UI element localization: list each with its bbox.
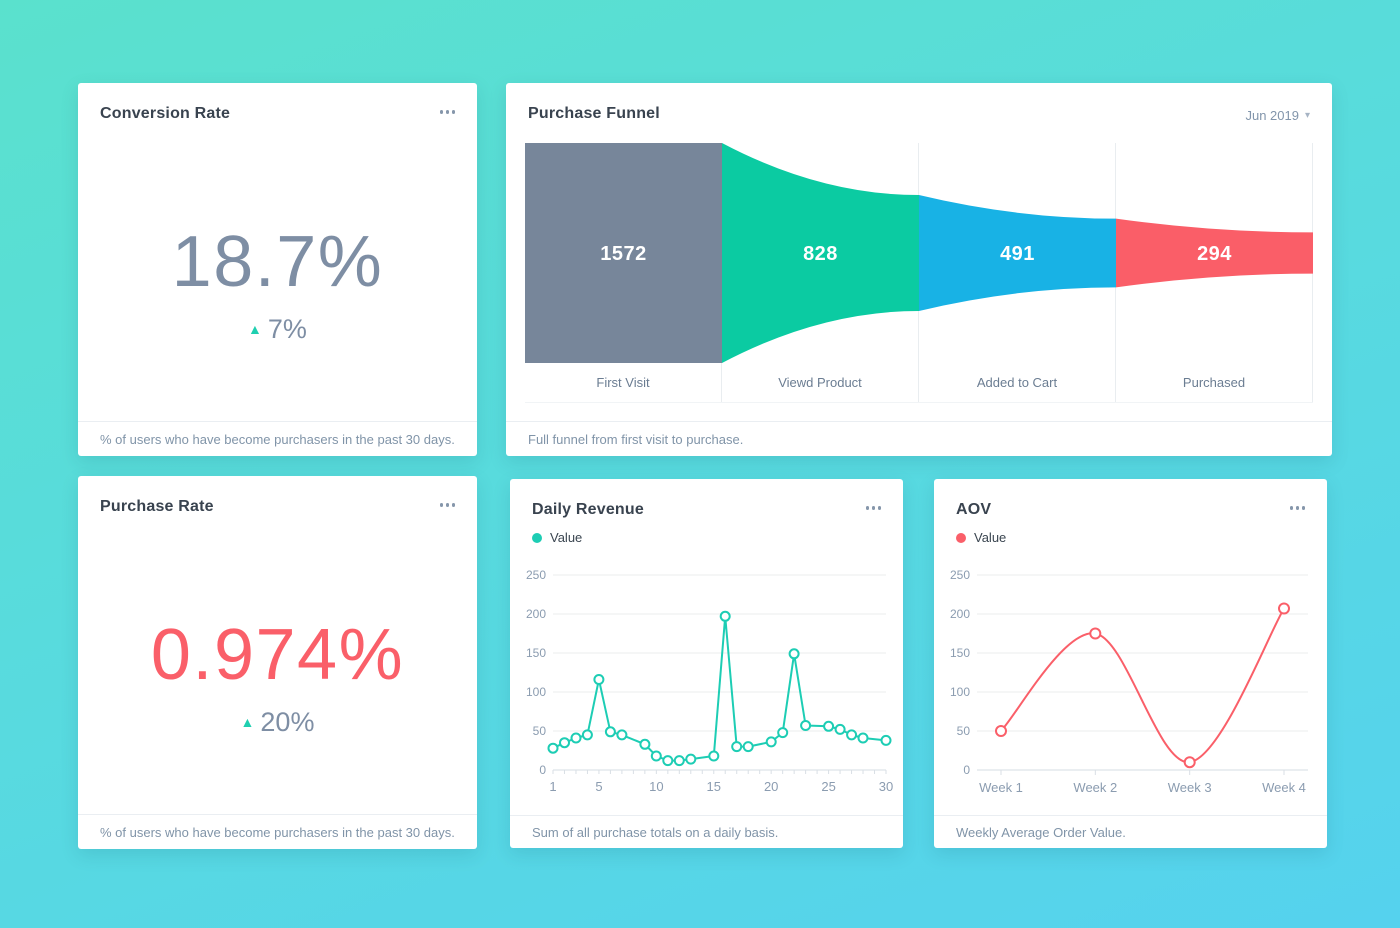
kpi-block: 0.974% ▲ 20% [78,476,477,814]
card-header: Purchase Rate [78,476,477,516]
more-options-icon[interactable] [865,501,881,510]
legend: Value [956,530,1006,545]
svg-text:250: 250 [526,568,546,582]
card-title: Conversion Rate [100,105,231,122]
period-selector[interactable]: Jun 2019 ▾ [1245,105,1310,123]
kpi-delta: ▲ 20% [241,707,315,738]
card-header: Purchase Funnel Jun 2019 ▾ [506,83,1332,123]
kpi-value: 0.974% [150,614,405,695]
daily-revenue-card: Daily Revenue Value 0 50 100 150 200 250 1 5 10 1… [510,479,903,848]
funnel-stage-value: 1572 [600,243,647,265]
kpi-delta: ▲ 7% [248,314,307,345]
card-title: Daily Revenue [532,501,644,518]
svg-text:150: 150 [950,646,970,660]
chevron-down-icon: ▾ [1304,110,1310,121]
svg-text:25: 25 [821,779,835,794]
svg-text:100: 100 [950,685,970,699]
card-title: Purchase Rate [100,498,214,515]
kpi-block: 18.7% ▲ 7% [78,83,477,421]
svg-text:20: 20 [764,779,778,794]
up-arrow-icon: ▲ [248,321,262,337]
card-footer-note: % of users who have become purchasers in… [78,814,477,849]
purchase-rate-card: Purchase Rate 0.974% ▲ 20% % of users wh… [78,476,477,849]
funnel-stage-value: 294 [1197,243,1232,265]
purchase-funnel-card: Purchase Funnel Jun 2019 ▾ 1572 828 491 294… [506,83,1332,456]
svg-text:30: 30 [879,779,893,794]
kpi-delta-value: 20% [260,706,315,737]
card-title: AOV [956,501,992,518]
funnel-stage-labels: First Visit Viewd Product Added to Cart Pur… [525,363,1313,403]
svg-text:50: 50 [957,724,971,738]
svg-text:250: 250 [950,568,970,582]
card-header: Conversion Rate [78,83,477,123]
aov-card: AOV Value 0 50 100 150 200 250 Week 1 Week 2 Wee… [934,479,1327,848]
card-footer-note: Sum of all purchase totals on a daily ba… [510,815,903,848]
funnel-chart: 1572 828 491 294 [525,143,1313,363]
funnel-stage-label: First Visit [525,363,722,402]
funnel-stage-label: Viewd Product [722,363,919,402]
funnel-stage-label: Added to Cart [919,363,1116,402]
more-options-icon[interactable] [439,498,455,507]
svg-text:15: 15 [707,779,721,794]
svg-text:0: 0 [539,763,546,777]
legend-label: Value [974,530,1007,545]
more-options-icon[interactable] [439,105,455,114]
svg-text:150: 150 [526,646,546,660]
svg-text:200: 200 [950,607,970,621]
svg-text:10: 10 [649,779,663,794]
svg-text:Week 3: Week 3 [1168,780,1212,795]
card-footer-note: % of users who have become purchasers in… [78,421,477,456]
period-label: Jun 2019 [1245,108,1299,123]
svg-text:200: 200 [526,607,546,621]
legend-dot-icon [532,532,542,543]
card-footer-note: Full funnel from first visit to purchase… [506,421,1332,456]
svg-text:100: 100 [526,685,546,699]
svg-text:Week 2: Week 2 [1073,780,1117,795]
legend-label: Value [550,530,583,545]
kpi-delta-value: 7% [267,313,307,344]
svg-text:Week 4: Week 4 [1262,780,1306,795]
card-header: Daily Revenue [510,479,903,519]
kpi-value: 18.7% [171,221,384,302]
conversion-rate-card: Conversion Rate 18.7% ▲ 7% % of users wh… [78,83,477,456]
legend-dot-icon [956,532,966,543]
card-footer-note: Weekly Average Order Value. [934,815,1327,848]
up-arrow-icon: ▲ [240,714,255,730]
svg-text:0: 0 [963,763,970,777]
card-header: AOV [934,479,1327,519]
svg-text:Week 1: Week 1 [979,780,1023,795]
funnel-stage-label: Purchased [1116,363,1313,402]
svg-text:1: 1 [549,779,556,794]
aov-chart: 0 50 100 150 200 250 Week 1 Week 2 Week 3 Week 4 [950,568,1308,795]
funnel-stage-value: 828 [803,243,838,265]
svg-text:5: 5 [595,779,602,794]
legend: Value [532,530,582,545]
svg-text:50: 50 [533,724,547,738]
more-options-icon[interactable] [1289,501,1305,510]
card-title: Purchase Funnel [528,105,660,122]
funnel-stage-value: 491 [1000,243,1035,265]
